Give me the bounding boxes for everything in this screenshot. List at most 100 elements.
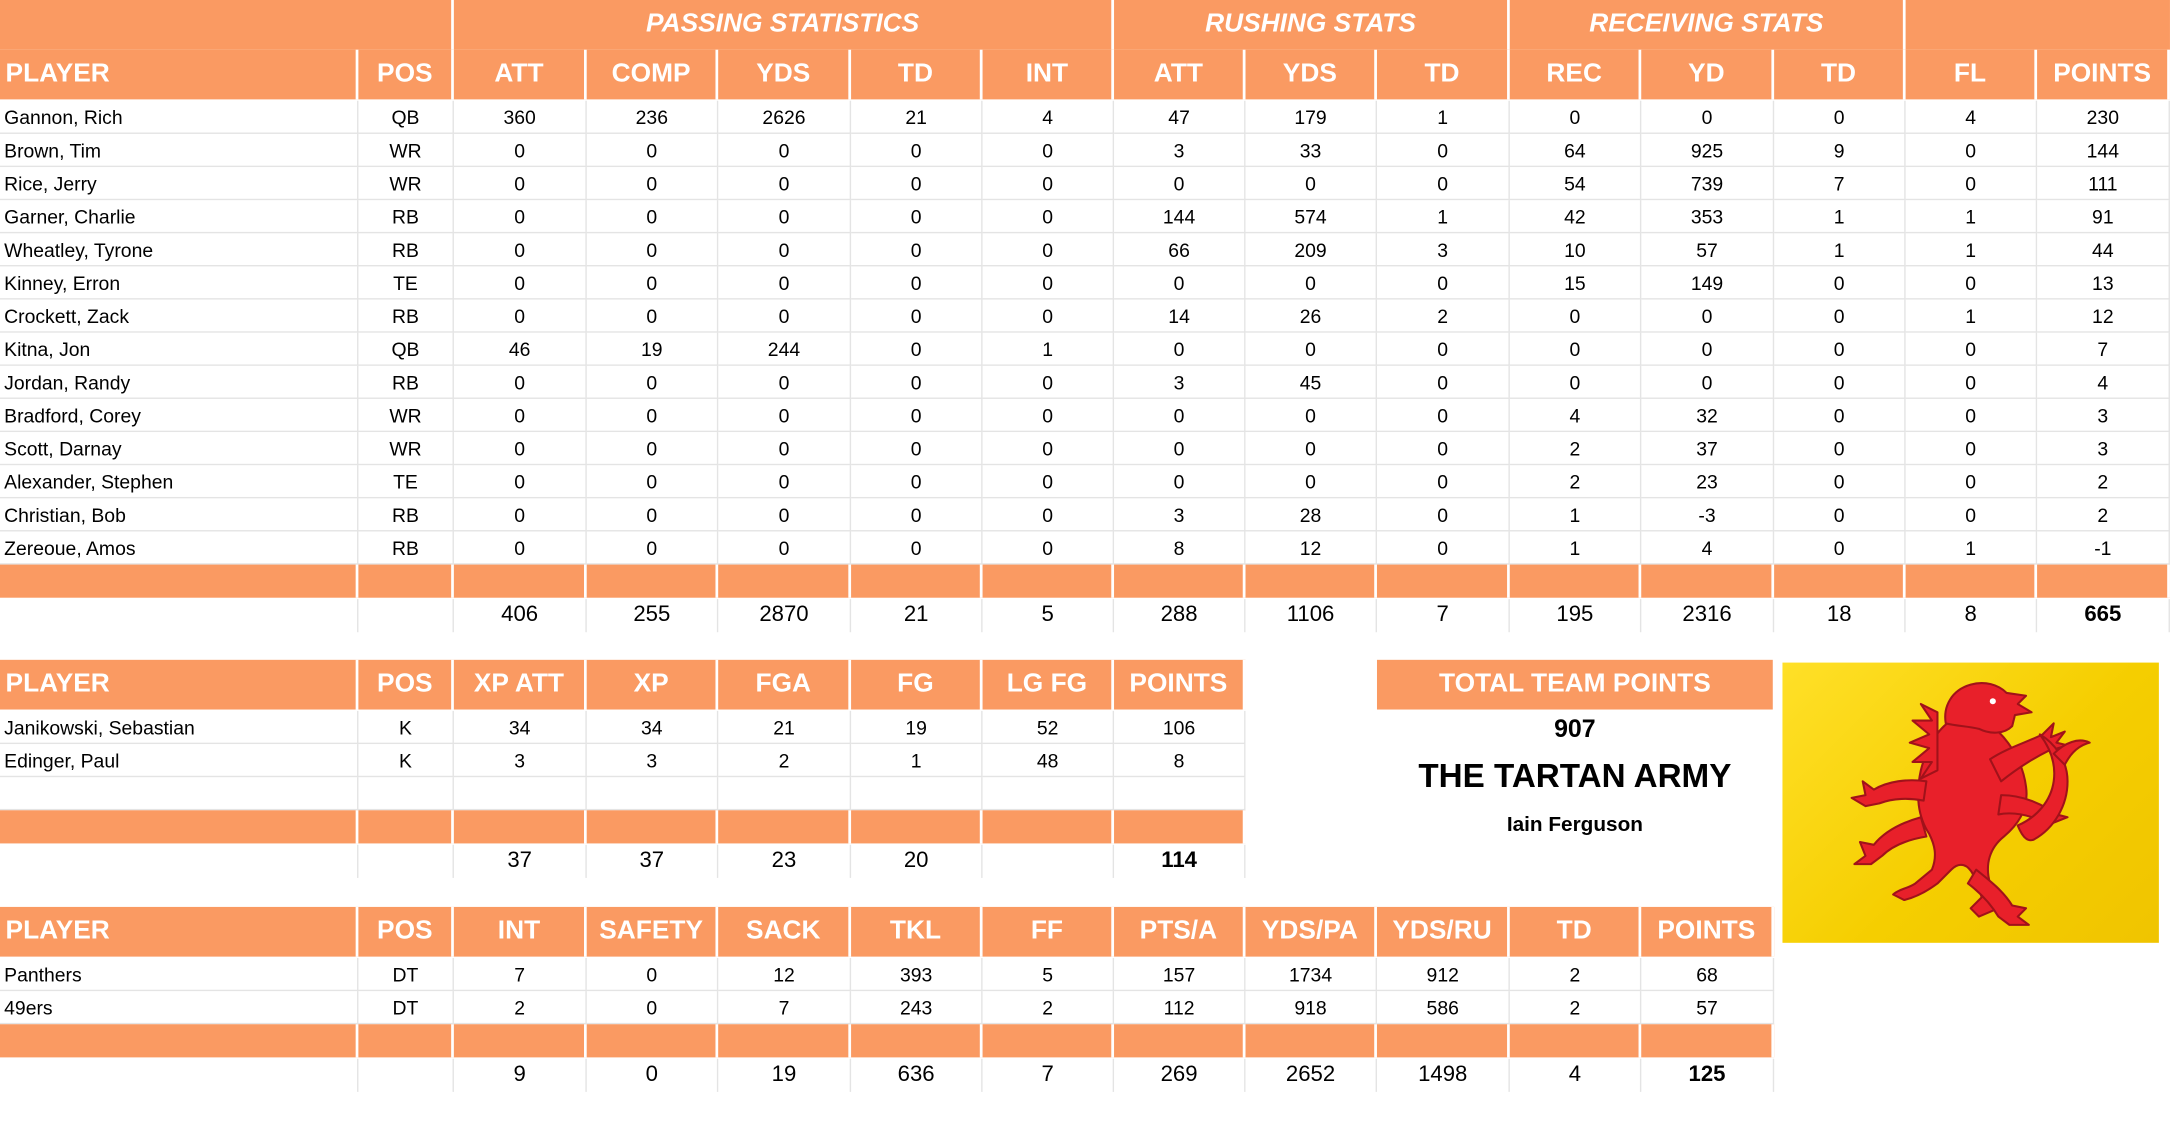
stat-cell: 0 [453,167,587,201]
stat-cell: 0 [982,465,1115,499]
column-header: ATT [1114,49,1246,100]
stat-cell: 1 [851,744,983,778]
stat-cell: 353 [1641,200,1775,234]
stat-cell: 5 [982,957,1115,992]
total-cell [358,844,454,878]
stat-cell: 0 [1245,465,1377,499]
stat-cell: 230 [2037,100,2170,134]
stat-cell: 1 [1376,200,1510,234]
column-header: REC [1509,49,1642,100]
total-cell: 269 [1114,1058,1246,1092]
separator-bar [453,1024,587,1058]
stat-cell: 0 [1774,332,1906,366]
stat-cell: 4 [1641,531,1775,565]
stat-cell: 0 [453,498,587,532]
stat-cell: 0 [586,531,719,565]
total-cell: 20 [851,844,983,878]
stat-cell: 0 [1245,266,1377,300]
total-cell [358,599,454,633]
column-header: POS [358,906,454,957]
stat-cell: 8 [1114,531,1246,565]
stat-cell: 0 [718,365,852,399]
stat-cell: 2 [2037,465,2170,499]
stat-cell: 0 [1114,332,1246,366]
stat-cell: 3 [1114,365,1246,399]
stat-cell: 0 [851,167,983,201]
total-cell: 9 [454,1058,587,1092]
stat-cell: 0 [851,531,983,565]
stat-cell: 144 [1114,200,1246,234]
column-header: YDS [1245,49,1377,100]
total-cell: 23 [718,844,852,878]
column-header: FGA [718,659,852,710]
stat-cell: 925 [1641,133,1775,168]
total-cell [0,1058,359,1092]
stat-cell: 0 [1774,100,1906,134]
separator-bar [358,1024,454,1058]
total-cell: 2870 [718,599,852,633]
team-name: THE TARTAN ARMY [1418,757,1732,796]
stat-cell: 0 [982,299,1115,333]
stat-cell: -1 [2037,531,2170,565]
separator-bar [453,564,587,598]
player-name-cell: Wheatley, Tyrone [0,233,359,267]
stat-cell: 0 [1376,531,1510,565]
stat-cell: 2 [1509,465,1642,499]
stat-cell: 1 [1509,498,1642,532]
stat-cell: 739 [1641,167,1775,201]
stat-cell: RB [358,498,454,532]
stat-cell: 12 [2037,299,2170,333]
stat-cell: 1 [1905,299,2038,333]
stat-cell: 0 [586,957,719,992]
separator-bar [358,564,454,598]
stat-cell: 0 [718,266,852,300]
stat-cell: 4 [1905,100,2038,134]
stat-cell: 144 [2037,133,2170,168]
stat-cell: 0 [1509,100,1642,134]
stat-cell: 0 [1509,299,1642,333]
stat-cell: 0 [1114,465,1246,499]
total-cell: 1498 [1377,1058,1510,1092]
player-name-cell: Janikowski, Sebastian [0,710,359,745]
stat-cell: 12 [1245,531,1377,565]
stat-cell: 7 [1774,167,1906,201]
stat-cell: 0 [982,398,1115,433]
player-name-cell: Christian, Bob [0,498,359,532]
total-team-points-value: 907 [1554,715,1596,743]
stat-cell: 0 [586,266,719,300]
separator-bar [851,564,983,598]
stat-cell: 0 [1905,133,2038,168]
stat-cell: 21 [851,100,983,134]
column-header: TD [1376,49,1510,100]
stat-cell: 0 [982,200,1115,234]
stat-cell: 7 [718,991,852,1025]
column-header: POINTS [1114,659,1246,710]
stat-cell: 2626 [718,100,852,134]
column-header: XP ATT [453,659,587,710]
stat-cell: 45 [1245,365,1377,399]
player-name-cell: Garner, Charlie [0,200,359,234]
stat-cell: 112 [1114,991,1246,1025]
stat-cell: K [358,710,454,745]
column-header: INT [982,49,1115,100]
total-cell: 195 [1510,599,1642,633]
empty-cell [851,777,983,811]
stat-cell: 3 [1376,233,1510,267]
rushing-stats-title: RUSHING STATS [1114,0,1510,50]
stat-cell: 0 [1905,432,2038,466]
stat-cell: -3 [1641,498,1775,532]
total-cell: 7 [1377,599,1510,633]
stat-cell: 0 [982,266,1115,300]
stat-cell: 0 [851,233,983,267]
stat-cell: RB [358,299,454,333]
stat-cell: 0 [1774,465,1906,499]
stat-cell: 0 [851,432,983,466]
stat-cell: 0 [1905,365,2038,399]
stat-cell: 0 [1641,365,1775,399]
total-cell: 18 [1774,599,1906,633]
stat-cell: 149 [1641,266,1775,300]
column-header: TD [851,49,983,100]
stat-cell: 0 [718,465,852,499]
stat-cell: 243 [851,991,983,1025]
stat-cell: 393 [851,957,983,992]
